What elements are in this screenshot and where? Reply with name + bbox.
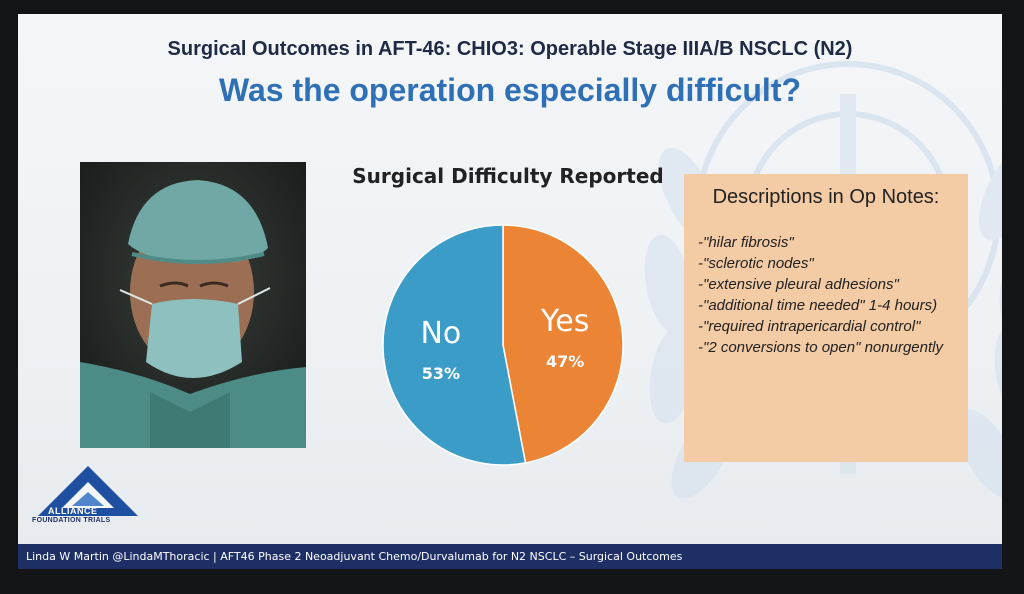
op-note-item: -"additional time needed" 1-4 hours) bbox=[698, 297, 938, 314]
op-note-item: -"required intrapericardial control" bbox=[698, 318, 921, 335]
pie-label-yes: Yes bbox=[540, 304, 589, 339]
pie-chart: Yes 47% No 53% bbox=[382, 224, 624, 466]
op-note-item: -"sclerotic nodes" bbox=[698, 255, 814, 272]
slide-subtitle: Surgical Outcomes in AFT-46: CHIO3: Oper… bbox=[167, 38, 853, 60]
pie-slice-yes bbox=[502, 224, 624, 464]
pie-slice-no bbox=[382, 224, 527, 466]
op-notes-heading: Descriptions in Op Notes: bbox=[712, 186, 940, 208]
op-notes-box: Descriptions in Op Notes: -"hilar fibros… bbox=[684, 174, 968, 462]
slide-title: Was the operation especially difficult? bbox=[218, 72, 802, 108]
op-note-item: -"2 conversions to open" nonurgently bbox=[698, 339, 943, 356]
op-notes-list: -"hilar fibrosis" -"sclerotic nodes" -"e… bbox=[698, 232, 954, 358]
chart-title: Surgical Difficulty Reported bbox=[352, 164, 664, 188]
op-note-item: -"extensive pleural adhesions" bbox=[698, 276, 899, 293]
logo-text: ALLIANCE bbox=[48, 506, 98, 516]
footer-bar: Linda W Martin @LindaMThoracic | AFT46 P… bbox=[18, 544, 1002, 569]
slide: Surgical Outcomes in AFT-46: CHIO3: Oper… bbox=[18, 14, 1002, 569]
logo-subtext: FOUNDATION TRIALS bbox=[32, 517, 111, 524]
alliance-logo bbox=[38, 466, 138, 516]
op-note-item: -"hilar fibrosis" bbox=[698, 234, 794, 251]
pie-label-no: No bbox=[420, 316, 461, 351]
pie-value-no: 53% bbox=[422, 364, 460, 383]
pie-value-yes: 47% bbox=[546, 352, 584, 371]
surgeon-photo bbox=[80, 162, 306, 448]
